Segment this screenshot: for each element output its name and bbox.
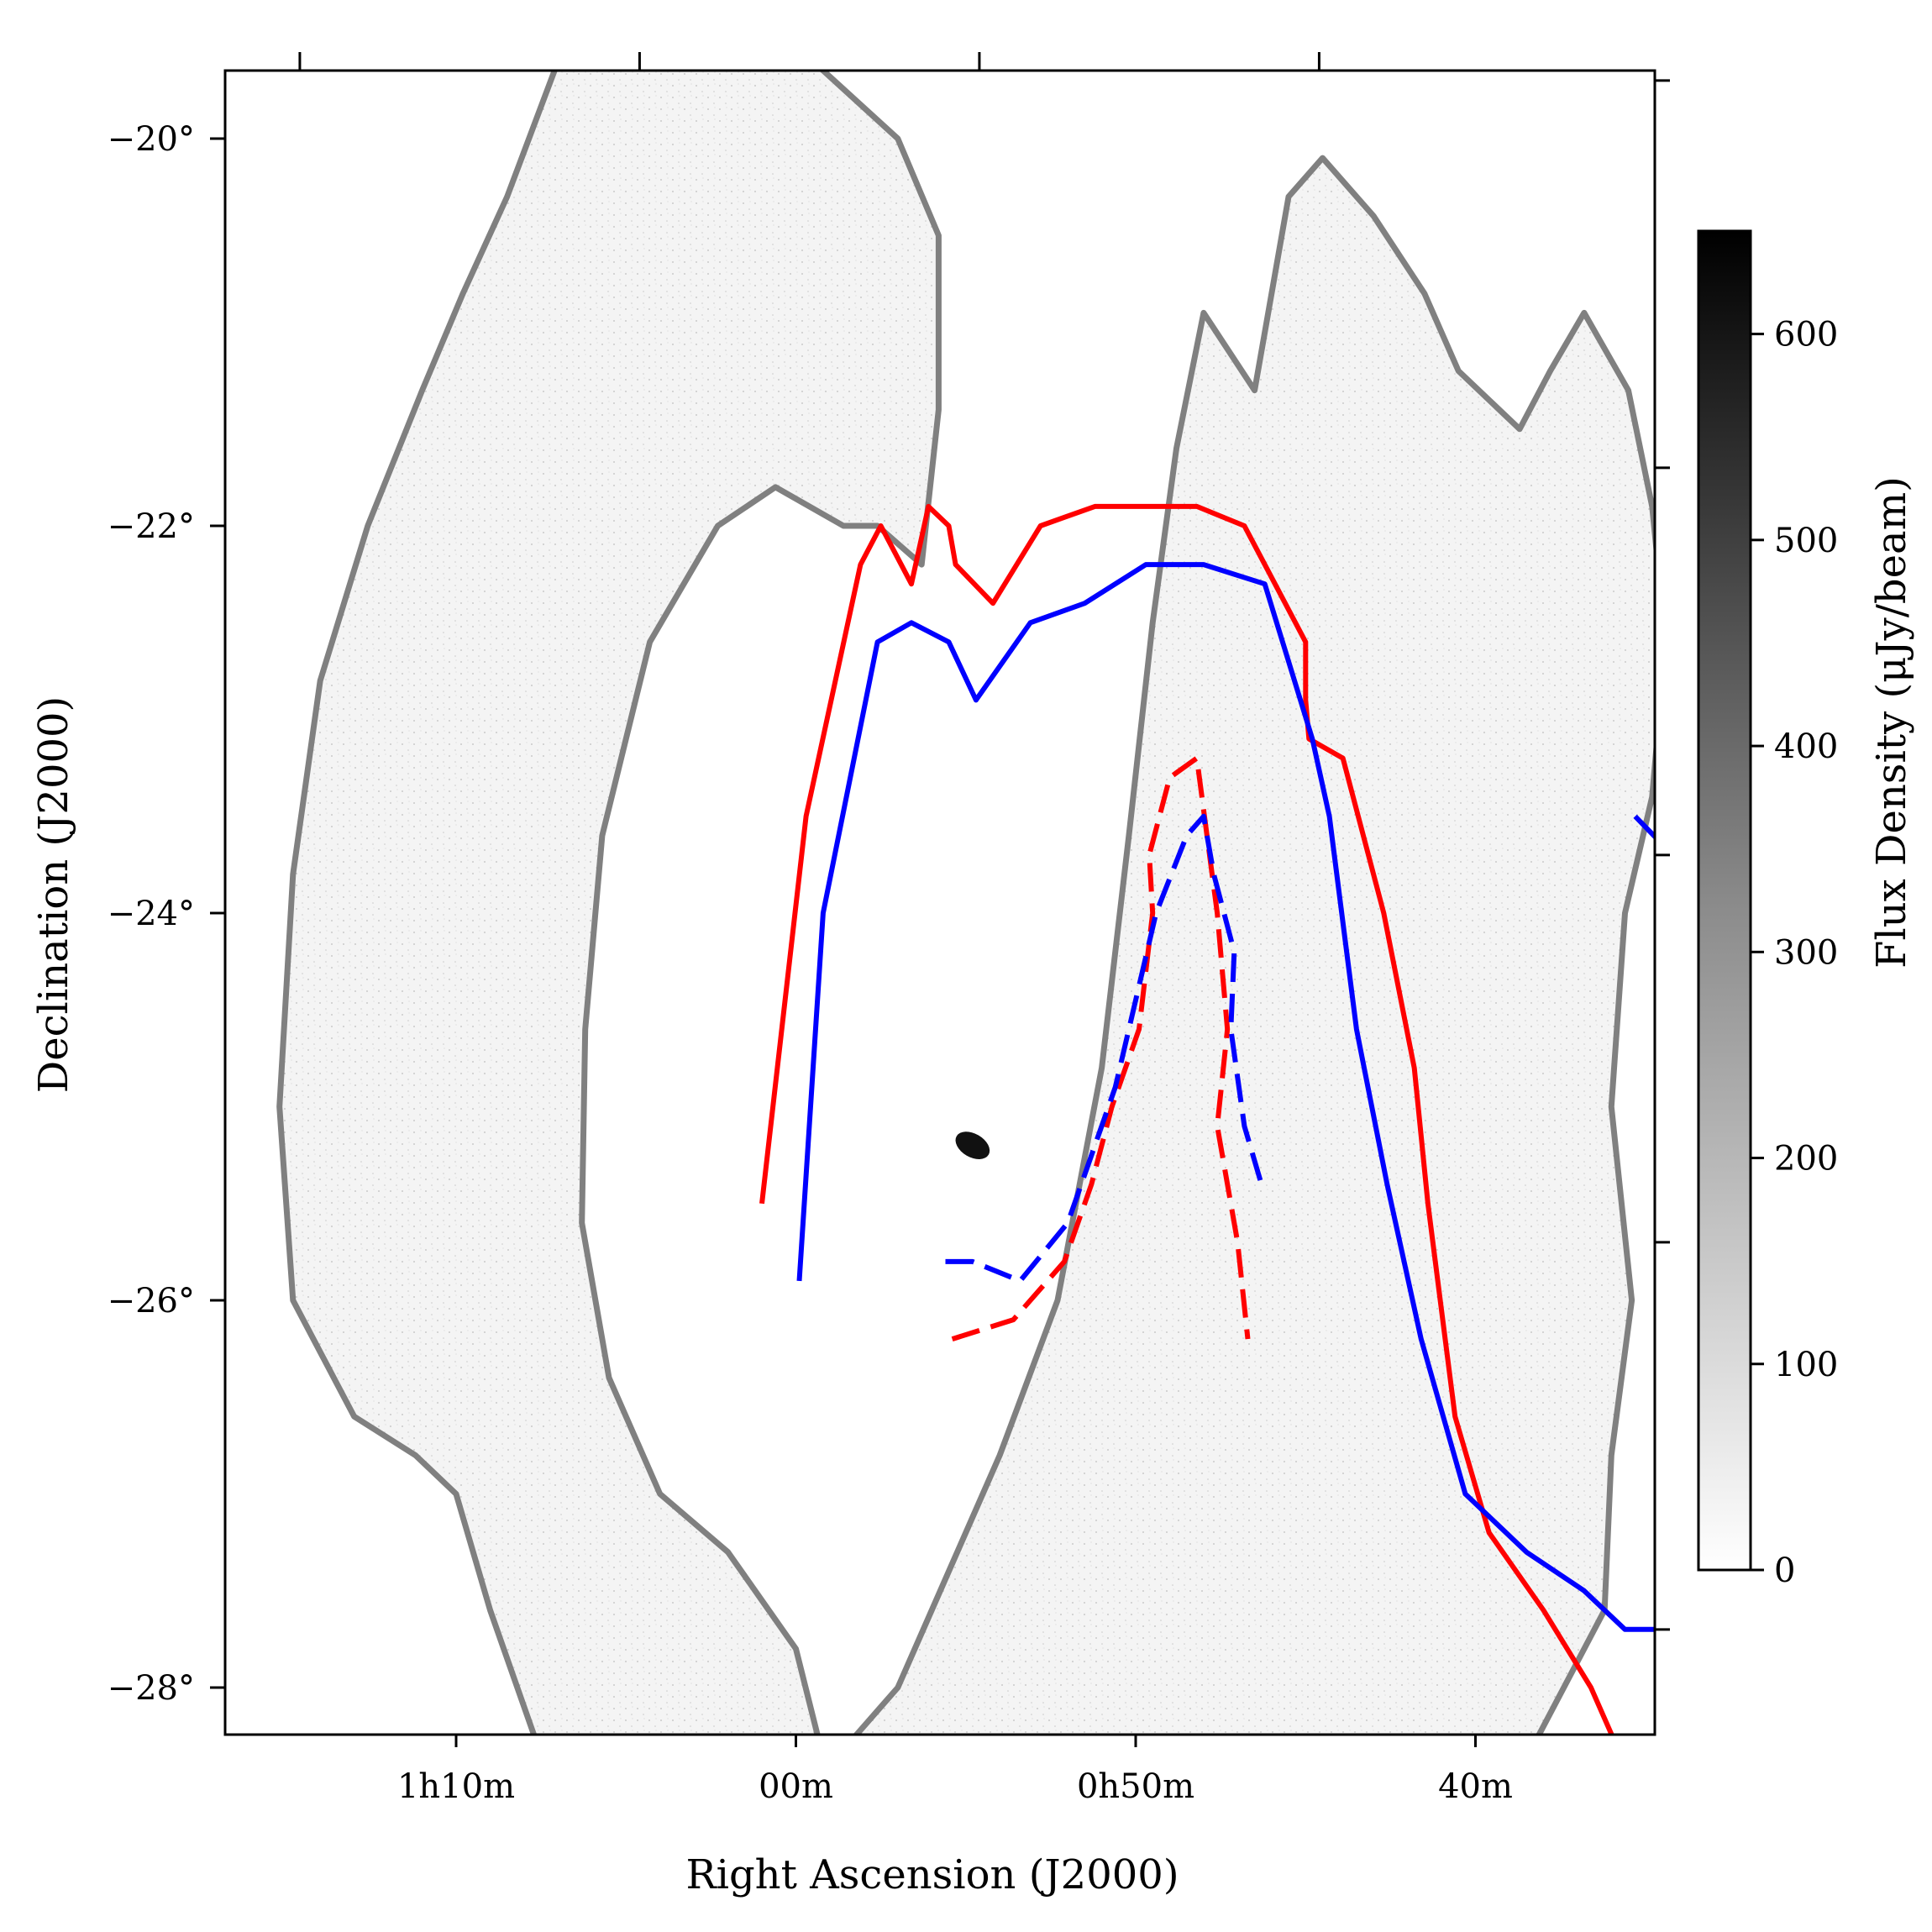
colorbar-tick-label: 400 <box>1774 727 1838 766</box>
contour-2 <box>796 562 1655 1632</box>
ra-axis: 1h10m 00m 0h50m 40m <box>298 52 1513 1806</box>
colorbar-tick-label: 0 <box>1774 1551 1795 1590</box>
y-tick-label: −28° <box>108 1669 195 1708</box>
y-tick-label: −20° <box>108 120 195 159</box>
colorbar-tick-label: 600 <box>1774 316 1838 354</box>
colorbar-tick-label: 300 <box>1774 933 1838 972</box>
colorbar-tick-label: 500 <box>1774 522 1838 560</box>
contour-4 <box>945 813 1264 1284</box>
x-tick-label: 40m <box>1438 1767 1513 1806</box>
y-tick-label: −22° <box>108 507 195 546</box>
colorbar-label: Flux Density (μJy/beam) <box>1868 476 1915 969</box>
contour-overlays <box>276 71 1655 1735</box>
contour-1 <box>759 503 1614 1735</box>
dec-axis: −20° −22° −24° −26° −28° <box>108 79 1670 1708</box>
y-axis-title: Declination (J2000) <box>30 696 77 1094</box>
flux-image <box>279 71 1655 1735</box>
colorbar-ticks: 0 100 200 300 400 500 600 <box>1751 316 1838 1590</box>
survey-image-fill <box>279 71 1655 1735</box>
colorbar-tick-label: 100 <box>1774 1346 1838 1384</box>
y-tick-label: −26° <box>108 1282 195 1320</box>
y-tick-label: −24° <box>108 895 195 933</box>
bright-source <box>955 1131 990 1159</box>
colorbar: 0 100 200 300 400 500 600 Flux Density (μJy/be… <box>1697 229 1915 1590</box>
contour-3 <box>951 755 1251 1341</box>
contour-0 <box>276 71 1655 1735</box>
colorbar-tick-label: 200 <box>1774 1140 1838 1179</box>
x-tick-label: 00m <box>759 1767 833 1806</box>
x-axis-title: Right Ascension (J2000) <box>685 1851 1179 1898</box>
axes-frame <box>223 69 1656 1736</box>
x-tick-label: 0h50m <box>1077 1767 1194 1806</box>
x-tick-label: 1h10m <box>397 1767 515 1806</box>
colorbar-gradient <box>1697 229 1752 1572</box>
